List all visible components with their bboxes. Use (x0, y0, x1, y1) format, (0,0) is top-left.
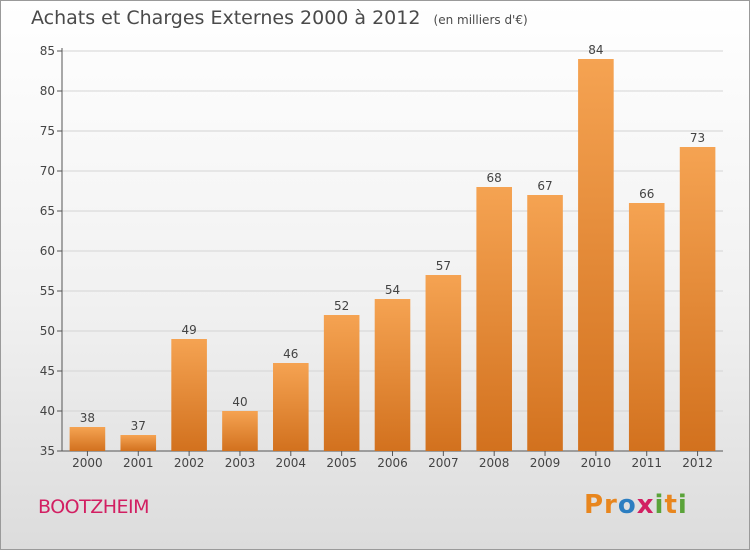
bar (374, 299, 411, 451)
commune-name: BOOTZHEIM (38, 496, 150, 518)
x-tick-label: 2008 (479, 456, 510, 470)
y-tick-label: 55 (40, 284, 55, 298)
data-label: 67 (537, 179, 552, 193)
y-tick-label: 45 (40, 364, 55, 378)
y-tick-label: 65 (40, 204, 55, 218)
bar (527, 195, 563, 451)
y-tick-label: 60 (40, 244, 55, 258)
labels: 38 37 49 40 46 52 54 57 68 67 84 66 73 (80, 43, 705, 433)
x-tick-label: 2010 (581, 456, 612, 470)
x-tick-label: 2001 (123, 456, 154, 470)
x-tick-label: 2003 (225, 456, 256, 470)
y-tick-label: 40 (40, 404, 55, 418)
x-tick-label: 2000 (72, 456, 103, 470)
chart-title: Achats et Charges Externes 2000 à 2012 (31, 7, 421, 29)
data-label: 57 (436, 259, 451, 273)
data-label: 68 (487, 171, 502, 185)
bar (222, 411, 258, 451)
data-label: 66 (639, 187, 654, 201)
data-label: 37 (131, 419, 146, 433)
data-label: 52 (334, 299, 349, 313)
data-label: 46 (283, 347, 298, 361)
bar (578, 59, 614, 451)
bar (69, 427, 106, 451)
data-label: 54 (385, 283, 400, 297)
bar (323, 315, 360, 451)
x-tick-label: 2002 (174, 456, 205, 470)
bars (69, 59, 716, 451)
chart-subtitle: (en milliers d'€) (433, 13, 528, 27)
bar (679, 147, 716, 451)
data-label: 40 (232, 395, 247, 409)
bar (273, 363, 309, 451)
x-tick-label: 2009 (530, 456, 561, 470)
bar (171, 339, 207, 451)
data-label: 84 (588, 43, 603, 57)
x-tick-label: 2011 (631, 456, 662, 470)
y-tick-label: 70 (40, 164, 55, 178)
x-tick-label: 2007 (428, 456, 459, 470)
bar (628, 203, 665, 451)
y-tick-label: 50 (40, 324, 55, 338)
x-tick-label: 2006 (377, 456, 408, 470)
bar (476, 187, 512, 451)
y-tick-label: 75 (40, 124, 55, 138)
y-tick-label: 80 (40, 84, 55, 98)
proxiti-logo: Proxiti (584, 490, 688, 520)
title-row: Achats et Charges Externes 2000 à 2012 (… (31, 7, 528, 29)
x-tick-label: 2005 (326, 456, 357, 470)
x-tick-label: 2004 (276, 456, 307, 470)
bar (120, 435, 157, 451)
data-label: 38 (80, 411, 95, 425)
y-tick-label: 85 (40, 44, 55, 58)
x-tick-label: 2012 (682, 456, 713, 470)
data-label: 49 (181, 323, 196, 337)
data-label: 73 (690, 131, 705, 145)
y-tick-label: 35 (40, 444, 55, 458)
bar (425, 275, 462, 451)
